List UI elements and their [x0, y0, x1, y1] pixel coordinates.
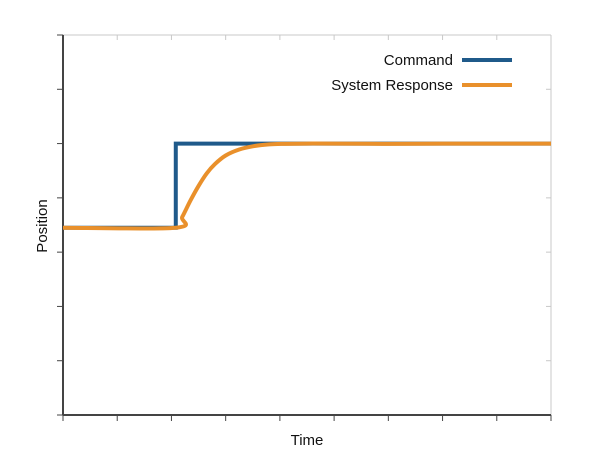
series-line-system-response	[62, 141, 551, 231]
legend-label-command: Command	[384, 52, 453, 69]
legend: Command System Response	[331, 52, 512, 94]
series-lines	[62, 141, 551, 231]
series-line-command	[63, 141, 551, 230]
legend-label-system-response: System Response	[331, 77, 453, 94]
x-axis-label: Time	[291, 432, 324, 449]
y-axis-label: Position	[34, 199, 51, 252]
axes	[57, 34, 552, 421]
